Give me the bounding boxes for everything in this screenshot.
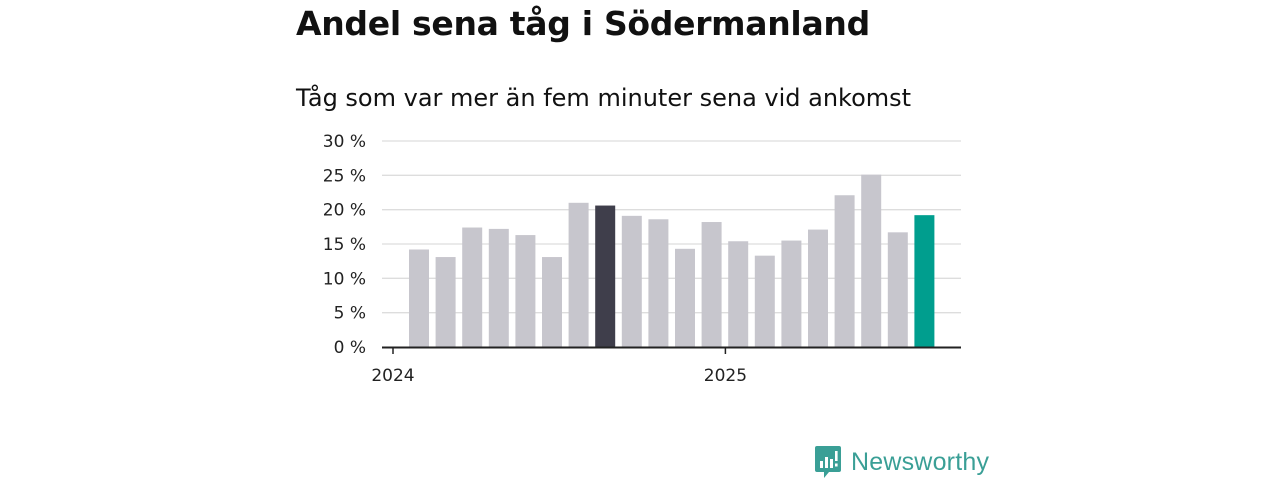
y-tick-label: 5 % <box>334 304 366 324</box>
x-tick-label: 2024 <box>371 366 414 386</box>
bar <box>488 228 509 347</box>
bar <box>861 174 882 347</box>
y-tick-label: 10 % <box>323 269 366 289</box>
bar <box>568 202 589 347</box>
bar <box>887 232 908 347</box>
bars <box>409 174 935 347</box>
newsworthy-logo-text: Newsworthy <box>851 447 990 476</box>
bar <box>728 241 749 347</box>
bar <box>542 257 562 347</box>
x-tick-label: 2025 <box>704 366 747 386</box>
bar-latest <box>914 215 935 347</box>
y-tick-label: 15 % <box>323 235 366 255</box>
x-axis-ticks: 2024 2025 <box>371 347 747 386</box>
bar <box>675 248 695 347</box>
y-tick-label: 30 % <box>323 132 366 152</box>
chart-title: Andel sena tåg i Södermanland <box>296 4 870 43</box>
newsworthy-logo: Newsworthy <box>815 446 989 478</box>
bar <box>515 235 536 347</box>
y-axis-ticks: 0 % 5 % 10 % 15 % 20 % 25 % 30 % <box>323 132 366 358</box>
bar <box>648 219 669 347</box>
y-tick-label: 25 % <box>323 166 366 186</box>
bar <box>754 255 775 347</box>
chart-subtitle: Tåg som var mer än fem minuter sena vid … <box>296 84 912 112</box>
y-tick-label: 0 % <box>334 338 366 358</box>
bar <box>435 257 456 347</box>
bar <box>621 215 642 347</box>
bar <box>808 229 828 347</box>
bar <box>462 227 483 347</box>
bar <box>701 222 722 347</box>
bar <box>409 249 429 347</box>
y-tick-label: 20 % <box>323 201 366 221</box>
newsworthy-logo-icon <box>815 446 841 478</box>
bar-highlighted <box>595 205 616 347</box>
bar <box>834 195 855 347</box>
bar <box>781 240 802 347</box>
